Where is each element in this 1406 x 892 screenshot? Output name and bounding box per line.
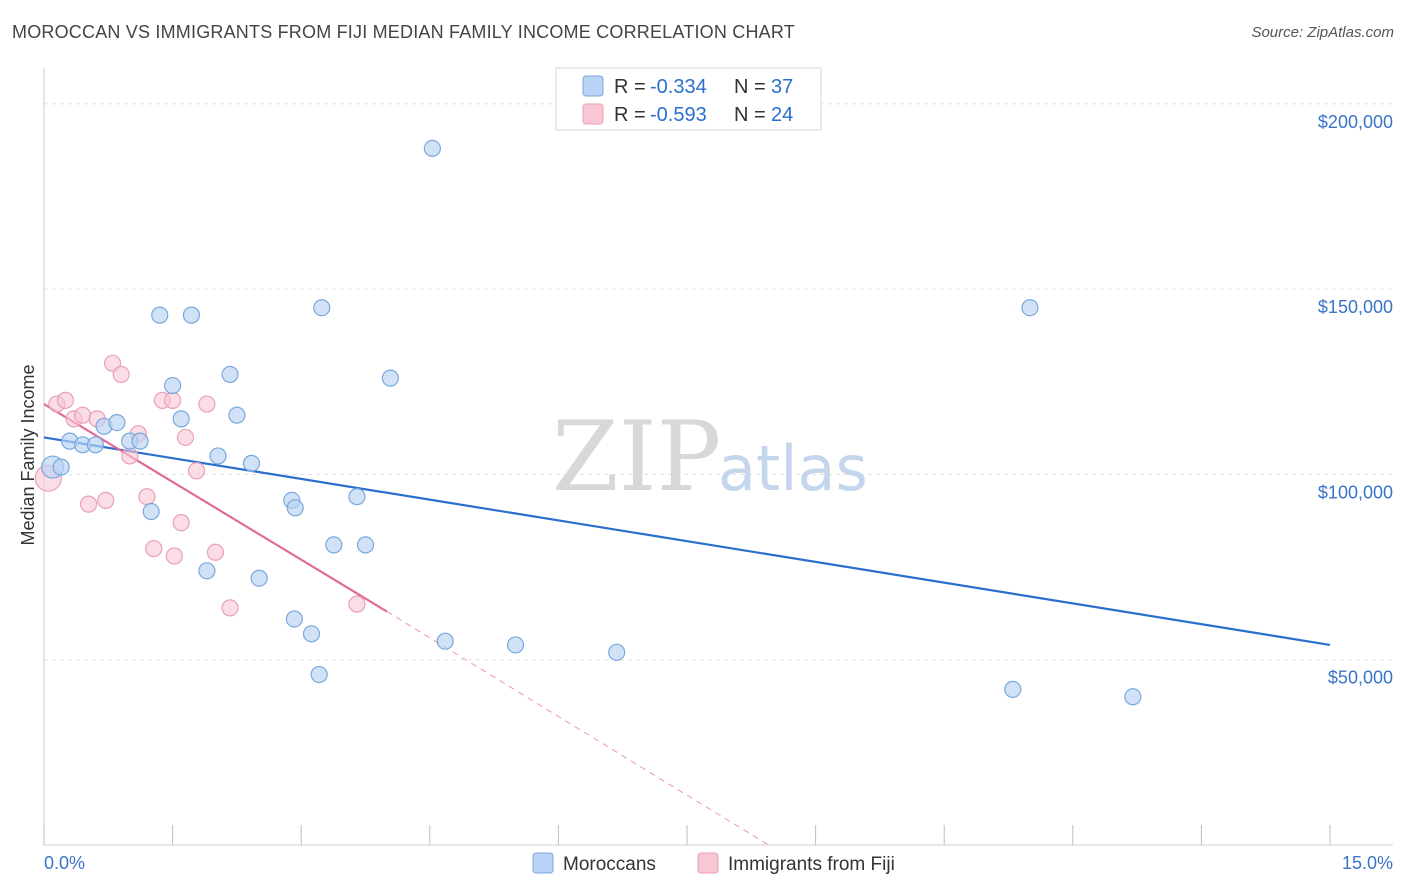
point-moroccans xyxy=(313,299,331,317)
point-fiji xyxy=(97,491,115,510)
point-moroccans xyxy=(1124,688,1142,706)
point-fiji xyxy=(348,595,366,613)
point-fiji xyxy=(73,406,92,424)
y-tick-label: $200,000 xyxy=(1318,112,1393,132)
point-moroccans xyxy=(1021,299,1039,317)
bottom-legend-swatch-fiji xyxy=(697,852,719,874)
point-moroccans xyxy=(164,376,182,395)
point-moroccans xyxy=(436,632,454,650)
point-moroccans xyxy=(302,625,321,643)
point-moroccans xyxy=(423,139,441,158)
y-tick-label: $100,000 xyxy=(1318,482,1393,502)
y-tick-label: $50,000 xyxy=(1328,668,1393,688)
point-fiji xyxy=(206,543,225,561)
bottom-legend-swatch-moroccans xyxy=(532,852,554,874)
bottom-legend-moroccans: Moroccans xyxy=(563,854,656,875)
point-moroccans xyxy=(242,454,261,472)
point-fiji xyxy=(112,365,130,384)
legend-n-value-2: 24 xyxy=(771,104,793,126)
point-moroccans xyxy=(250,569,268,587)
data-points xyxy=(34,139,1142,706)
legend-n-label-2: N = xyxy=(734,104,766,126)
x-tick-label-max: 15.0% xyxy=(1342,853,1393,873)
point-fiji xyxy=(138,488,156,506)
watermark: ZIP atlas xyxy=(552,401,868,513)
grid-lines xyxy=(44,103,1393,661)
point-fiji xyxy=(165,547,183,565)
watermark-atlas: atlas xyxy=(718,432,868,505)
y-tick-label: $150,000 xyxy=(1318,297,1393,317)
legend-n-label-1: N = xyxy=(734,76,766,98)
point-moroccans xyxy=(1004,680,1022,698)
point-moroccans xyxy=(325,536,343,554)
legend-r-label-2: R = xyxy=(614,104,646,126)
point-moroccans xyxy=(131,432,149,450)
point-moroccans xyxy=(286,499,304,517)
legend-r-label-1: R = xyxy=(614,76,646,98)
y-tick-labels: $50,000 $100,000 $150,000 $200,000 xyxy=(1318,112,1393,688)
point-fiji xyxy=(176,428,195,447)
chart-title: MOROCCAN VS IMMIGRANTS FROM FIJI MEDIAN … xyxy=(12,22,795,42)
point-moroccans xyxy=(209,447,227,465)
point-moroccans xyxy=(172,410,190,428)
point-fiji xyxy=(188,462,206,480)
point-moroccans xyxy=(310,665,328,684)
point-moroccans xyxy=(108,413,126,432)
point-moroccans xyxy=(52,458,70,476)
point-fiji xyxy=(172,514,190,532)
bottom-legend: Moroccans Immigrants from Fiji xyxy=(532,852,895,875)
point-moroccans xyxy=(285,610,303,628)
point-fiji xyxy=(56,391,75,409)
legend: R = -0.334 N = 37 R = -0.593 N = 24 xyxy=(555,67,822,131)
trend-line-fiji-extension xyxy=(386,611,769,846)
legend-swatch-moroccans xyxy=(582,75,604,97)
point-fiji xyxy=(198,395,216,413)
point-moroccans xyxy=(86,436,105,454)
bottom-legend-fiji: Immigrants from Fiji xyxy=(728,854,895,875)
legend-r-value-2: -0.593 xyxy=(650,104,707,126)
point-moroccans xyxy=(151,306,169,324)
source-label: Source: ZipAtlas.com xyxy=(1251,24,1394,41)
legend-n-value-1: 37 xyxy=(771,76,793,98)
point-moroccans xyxy=(182,306,201,324)
watermark-zip: ZIP xyxy=(552,401,721,513)
point-moroccans xyxy=(142,502,160,521)
point-moroccans xyxy=(228,406,246,424)
point-fiji xyxy=(79,495,98,513)
point-moroccans xyxy=(506,636,525,654)
point-moroccans xyxy=(381,369,399,387)
trend-line-moroccans xyxy=(43,436,1331,646)
point-moroccans xyxy=(356,536,375,554)
y-axis-title: Median Family Income xyxy=(18,364,38,545)
point-fiji xyxy=(164,391,182,409)
legend-r-value-1: -0.334 xyxy=(650,76,707,98)
point-fiji xyxy=(221,599,239,617)
point-fiji xyxy=(145,539,163,558)
legend-swatch-fiji xyxy=(582,103,604,125)
point-fiji xyxy=(121,447,139,465)
point-moroccans xyxy=(198,562,216,580)
point-moroccans xyxy=(608,643,626,661)
axes xyxy=(43,68,1393,846)
x-tick-label-min: 0.0% xyxy=(44,853,85,873)
point-moroccans xyxy=(348,488,366,506)
point-moroccans xyxy=(221,365,239,384)
